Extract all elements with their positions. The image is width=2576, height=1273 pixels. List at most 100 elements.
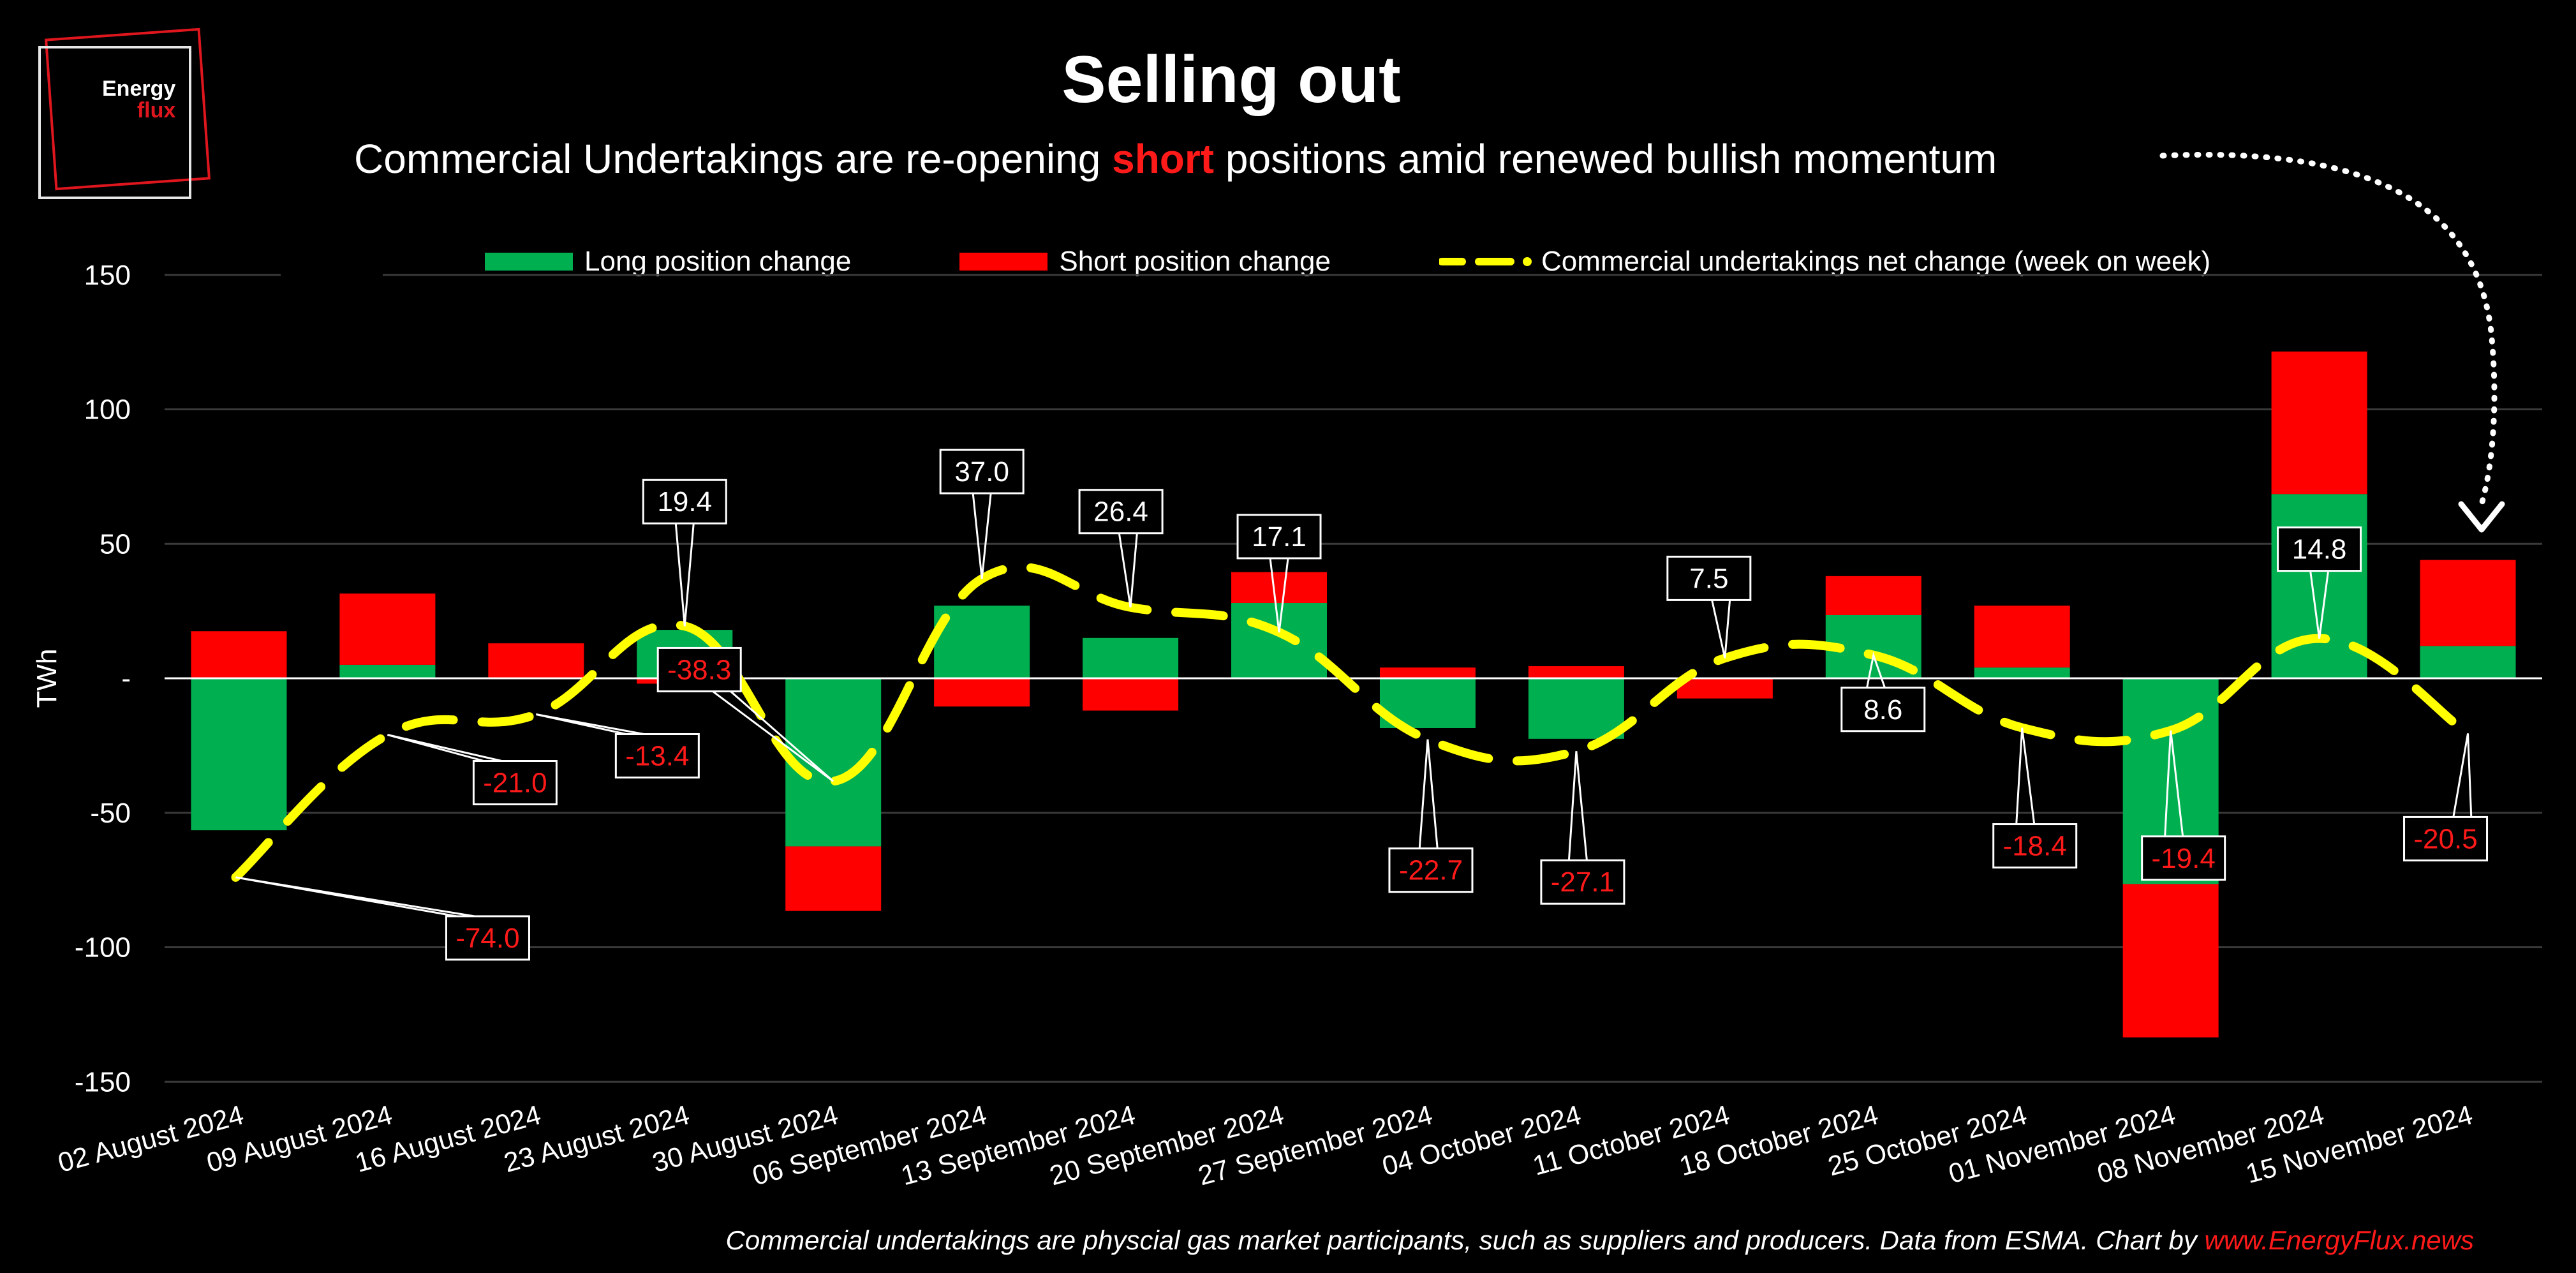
data-label: -74.0 <box>455 923 519 954</box>
data-label-pointer <box>1711 600 1731 659</box>
y-tick-label: -50 <box>90 798 131 829</box>
data-label-pointer <box>2015 727 2036 824</box>
bar-long <box>191 678 287 831</box>
data-label-box <box>445 915 530 961</box>
data-label-box <box>656 646 742 692</box>
y-tick-label: 50 <box>100 528 131 560</box>
logo: Energy flux <box>102 78 175 121</box>
data-label: 8.6 <box>1863 694 1902 726</box>
data-label-pointer <box>536 713 644 735</box>
legend-item-long: Long position change <box>485 246 851 278</box>
bar-short <box>1083 678 1179 711</box>
data-label-pointer <box>2164 730 2184 837</box>
data-label-box <box>1992 823 2078 869</box>
bar-long <box>1231 602 1328 678</box>
bar-short <box>2420 560 2516 646</box>
subtitle-before: Commercial Undertakings are re-opening <box>354 136 1101 182</box>
data-label-box <box>1540 859 1625 905</box>
y-tick-label: -100 <box>75 932 131 964</box>
data-label-pointer <box>387 734 502 762</box>
bar-short <box>1231 572 1328 603</box>
data-label: -22.7 <box>1399 855 1463 886</box>
y-tick-label: 150 <box>84 260 131 291</box>
y-tick-label: -150 <box>75 1066 131 1098</box>
data-label-box <box>1840 687 1926 733</box>
bar-short <box>934 678 1030 707</box>
bar-short <box>1528 666 1624 678</box>
data-label-pointer <box>1418 739 1439 849</box>
data-label-box <box>1078 489 1164 535</box>
data-label-box <box>1666 555 1752 601</box>
legend-swatch-long <box>485 253 573 271</box>
data-label-box <box>642 479 727 525</box>
data-label: -20.5 <box>2413 823 2477 854</box>
decorative-arrow <box>2159 151 2498 507</box>
bar-short <box>1974 606 2070 668</box>
data-label-pointer <box>1866 651 1886 689</box>
bar-long <box>1974 667 2070 678</box>
data-label-pointer <box>712 690 834 782</box>
legend-label-net: Commercial undertakings net change (week… <box>1541 246 2211 277</box>
data-label-pointer <box>1118 533 1138 607</box>
data-label: 7.5 <box>1689 563 1728 594</box>
footnote: Commercial undertakings are physcial gas… <box>726 1225 2475 1256</box>
bar-long <box>1083 637 1179 678</box>
bar-short <box>2122 884 2219 1038</box>
footnote-source: www.EnergyFlux.news <box>2204 1225 2474 1255</box>
data-label: 17.1 <box>1252 521 1307 553</box>
data-label: -18.4 <box>2003 831 2067 862</box>
data-label: -27.1 <box>1551 867 1615 898</box>
bar-short <box>191 631 287 678</box>
bar-long <box>339 664 436 678</box>
data-label: -19.4 <box>2152 843 2216 874</box>
legend-label-short: Short position change <box>1059 246 1331 277</box>
data-label: 19.4 <box>657 486 712 517</box>
bar-short <box>1825 576 1921 615</box>
data-label-box <box>2277 526 2362 572</box>
y-axis-label: TWh <box>31 649 63 708</box>
subtitle-after: positions amid renewed bullish momentum <box>1225 136 1997 182</box>
footnote-text: Commercial undertakings are physcial gas… <box>725 1225 2197 1255</box>
bar-long <box>2420 646 2516 678</box>
legend-item-net: Commercial undertakings net change (week… <box>1439 246 2210 278</box>
chart-legend: Long position change Short position chan… <box>485 246 2210 278</box>
bar-short <box>1677 678 1773 699</box>
bar-short <box>2271 351 2367 495</box>
chart-subtitle: Commercial Undertakings are re-opening s… <box>354 135 1997 182</box>
data-label: -13.4 <box>625 740 689 771</box>
data-label-box <box>939 449 1025 495</box>
data-label-box <box>1388 847 1474 893</box>
logo-frame <box>38 46 191 199</box>
data-label-box <box>472 760 558 806</box>
data-label-pointer <box>972 493 992 579</box>
y-tick-label: 100 <box>84 394 131 426</box>
legend-swatch-net <box>1439 257 1532 266</box>
data-label-box <box>614 733 700 778</box>
bar-short <box>785 846 882 911</box>
data-label-box <box>2403 815 2489 861</box>
data-label-pointer <box>2452 733 2473 817</box>
data-label: -21.0 <box>483 768 547 799</box>
data-label-pointer <box>674 523 695 627</box>
bar-short <box>488 643 584 678</box>
bar-short <box>339 593 436 665</box>
data-label: 14.8 <box>2292 534 2347 565</box>
net-change-line <box>231 562 2473 882</box>
arrow-head-icon <box>2458 501 2505 533</box>
bar-short <box>1379 667 1476 678</box>
data-label-pointer <box>235 876 475 918</box>
data-label-box <box>2141 835 2226 881</box>
data-label-pointer <box>1269 558 1289 633</box>
data-label-box <box>1236 514 1322 560</box>
data-label: 37.0 <box>954 456 1009 488</box>
subtitle-highlight: short <box>1112 136 1215 182</box>
chart-title: Selling out <box>1062 43 1401 117</box>
logo-line2: flux <box>137 98 176 123</box>
logo-line1: Energy <box>102 77 176 101</box>
data-label-pointer <box>1567 751 1588 861</box>
bar-long <box>1528 678 1624 739</box>
y-tick-label: - <box>121 663 131 694</box>
data-label: 26.4 <box>1093 496 1148 528</box>
legend-item-short: Short position change <box>959 246 1331 278</box>
